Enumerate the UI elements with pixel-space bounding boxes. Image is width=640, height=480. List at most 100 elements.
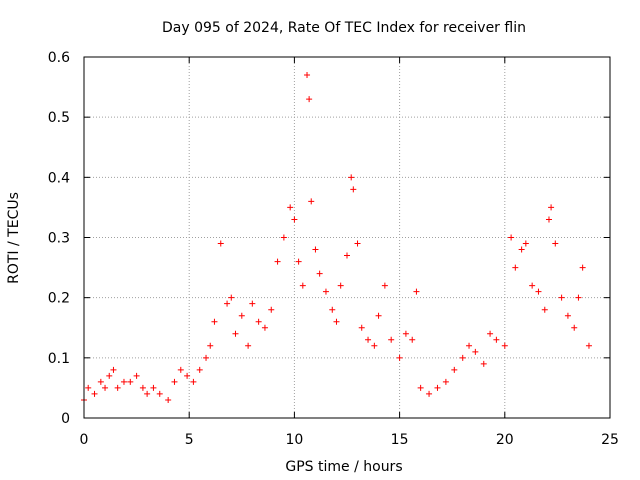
data-point [144, 390, 151, 397]
data-point [211, 318, 218, 325]
data-point [295, 258, 302, 265]
data-point [238, 312, 245, 319]
data-point [287, 204, 294, 211]
data-point [165, 396, 172, 403]
data-point [564, 312, 571, 319]
data-points [81, 72, 592, 403]
data-point [304, 72, 311, 79]
data-point [110, 366, 117, 373]
y-tick-label: 0.3 [48, 231, 70, 247]
data-point [558, 294, 565, 301]
data-point [106, 372, 113, 379]
data-point [434, 384, 441, 391]
data-point [224, 300, 231, 307]
data-point [177, 366, 184, 373]
x-axis-label: GPS time / hours [285, 459, 402, 475]
data-point [409, 336, 416, 343]
data-point [184, 372, 191, 379]
data-point [139, 384, 146, 391]
data-point [575, 294, 582, 301]
data-point [402, 330, 409, 337]
data-point [350, 186, 357, 193]
data-point [337, 282, 344, 289]
x-tick-label: 15 [391, 432, 409, 448]
data-point [348, 174, 355, 181]
data-point [102, 384, 109, 391]
data-point [171, 378, 178, 385]
data-point [518, 246, 525, 253]
data-point [97, 378, 104, 385]
data-point [329, 306, 336, 313]
data-point [228, 294, 235, 301]
y-tick-label: 0.1 [48, 351, 70, 367]
data-point [466, 342, 473, 349]
y-tick-label: 0 [61, 411, 70, 427]
data-point [388, 336, 395, 343]
data-point [529, 282, 536, 289]
data-point [308, 198, 315, 205]
data-point [451, 366, 458, 373]
data-point [417, 384, 424, 391]
x-tick-label: 5 [185, 432, 194, 448]
data-point [274, 258, 281, 265]
data-point [545, 216, 552, 223]
data-point [459, 354, 466, 361]
data-point [548, 204, 555, 211]
x-tick-label: 25 [601, 432, 619, 448]
data-point [261, 324, 268, 331]
data-point [217, 240, 224, 247]
data-point [196, 366, 203, 373]
data-point [541, 306, 548, 313]
x-tick-label: 0 [80, 432, 89, 448]
data-point [312, 246, 319, 253]
x-tick-label: 10 [285, 432, 303, 448]
data-point [91, 390, 98, 397]
data-point [579, 264, 586, 271]
data-point [585, 342, 592, 349]
data-point [268, 306, 275, 313]
data-point [190, 378, 197, 385]
data-point [114, 384, 121, 391]
data-point [413, 288, 420, 295]
data-point [133, 372, 140, 379]
data-point [365, 336, 372, 343]
data-point [207, 342, 214, 349]
data-point [487, 330, 494, 337]
data-point [120, 378, 127, 385]
data-point [85, 384, 92, 391]
data-point [375, 312, 382, 319]
data-point [472, 348, 479, 355]
data-point [396, 354, 403, 361]
data-point [571, 324, 578, 331]
data-point [493, 336, 500, 343]
data-point [552, 240, 559, 247]
data-point [442, 378, 449, 385]
data-point [232, 330, 239, 337]
data-point [426, 390, 433, 397]
data-point [127, 378, 134, 385]
data-point [354, 240, 361, 247]
data-point [316, 270, 323, 277]
y-axis-label: ROTI / TECUs [6, 192, 22, 284]
y-tick-label: 0.5 [48, 110, 70, 126]
data-point [501, 342, 508, 349]
data-point [249, 300, 256, 307]
data-point [344, 252, 350, 259]
axis-ticks: 0 5 10 15 20 25 0 0.1 0.2 0.3 0.4 0.5 0.6 [48, 50, 619, 448]
data-point [280, 234, 287, 241]
data-point [291, 216, 298, 223]
y-tick-label: 0.4 [48, 170, 70, 186]
data-point [371, 342, 378, 349]
data-point [156, 390, 163, 397]
data-point [299, 282, 306, 289]
data-point [381, 282, 388, 289]
data-point [255, 318, 262, 325]
data-point [245, 342, 252, 349]
data-point [322, 288, 329, 295]
data-point [480, 360, 487, 367]
y-tick-label: 0.6 [48, 50, 70, 66]
data-point [306, 96, 313, 103]
plot-frame [83, 56, 611, 419]
grid-lines [84, 57, 610, 418]
